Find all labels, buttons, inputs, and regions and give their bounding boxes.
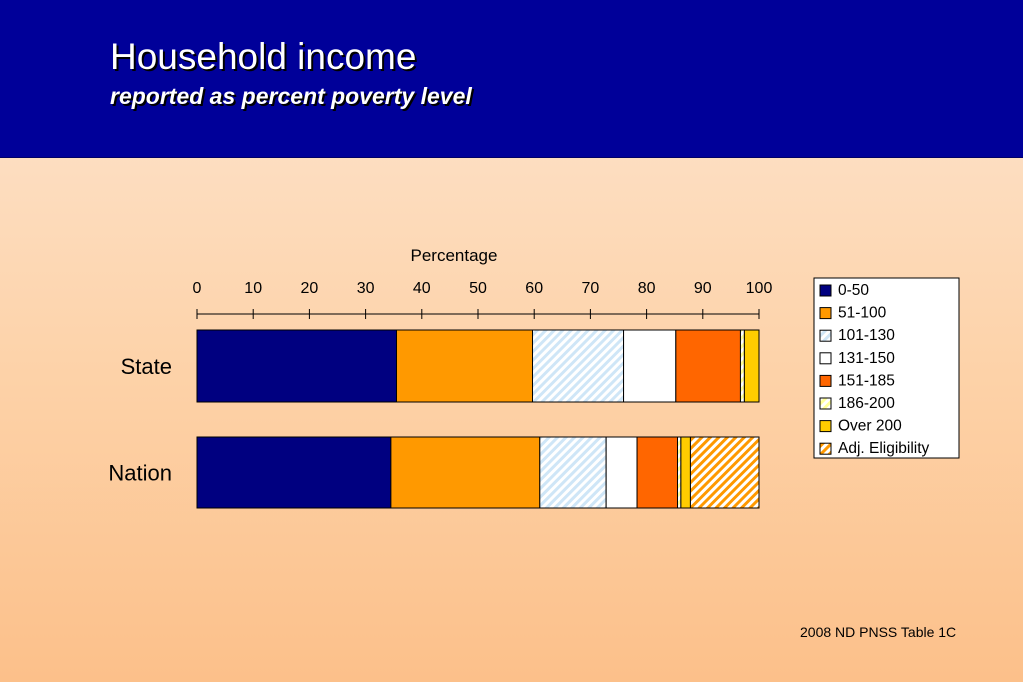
legend-swatch-adj-eligibility <box>819 442 832 455</box>
slide-title: Household income <box>110 36 417 77</box>
legend-label-0-50: 0-50 <box>838 282 869 299</box>
legend-label-151-185: 151-185 <box>838 372 895 389</box>
legend-swatch-0-50 <box>819 284 832 297</box>
bar-state-51-100 <box>396 329 534 403</box>
legend-swatch-51-100 <box>819 307 832 320</box>
category-label-state: State <box>121 354 172 379</box>
x-tick-label: 40 <box>413 280 431 297</box>
x-tick-label: 60 <box>525 280 543 297</box>
bar-nation-over-200 <box>680 436 691 509</box>
legend-label-over-200: Over 200 <box>838 418 902 435</box>
bar-state-over-200 <box>743 329 760 403</box>
title-banner: Household income reported as percent pov… <box>0 0 1023 158</box>
bar-nation-131-150 <box>605 436 638 509</box>
source-footnote: 2008 ND PNSS Table 1C <box>800 624 957 640</box>
x-tick-label: 100 <box>746 280 773 297</box>
legend-swatch-131-150 <box>819 352 832 365</box>
legend: 0-50 51-100 101-130 131-150 151-185 186-200 Ov… <box>813 277 960 459</box>
slide-subtitle: reported as percent poverty level <box>110 83 472 109</box>
bar-nation-101-130 <box>539 436 607 509</box>
x-tick-label: 70 <box>582 280 600 297</box>
bar-state-101-130 <box>532 329 625 403</box>
x-tick-label: 80 <box>638 280 656 297</box>
bar-nation-151-185 <box>636 436 679 509</box>
legend-label-131-150: 131-150 <box>838 350 895 367</box>
legend-box <box>813 277 960 459</box>
legend-label-186-200: 186-200 <box>838 395 895 412</box>
x-tick-label: 90 <box>694 280 712 297</box>
bar-state-131-150 <box>623 329 677 403</box>
bar-nation-adj-eligibility <box>689 436 760 509</box>
x-tick-label: 50 <box>469 280 487 297</box>
bar-state-186-200 <box>739 329 745 403</box>
bar-nation-186-200 <box>677 436 682 509</box>
legend-label-adj-eligibility: Adj. Eligibility <box>838 440 930 457</box>
x-tick-label: 20 <box>301 280 319 297</box>
x-tick-label: 30 <box>357 280 375 297</box>
legend-swatch-186-200 <box>819 397 832 410</box>
legend-swatch-101-130 <box>819 329 832 342</box>
bar-state-151-185 <box>675 329 741 403</box>
bar-nation-51-100 <box>390 436 541 509</box>
bars: State Nation <box>108 329 760 509</box>
legend-swatch-151-185 <box>819 374 832 387</box>
bar-nation-0-50 <box>196 436 392 509</box>
x-axis-title: Percentage <box>411 246 498 265</box>
x-tick-label: 0 <box>193 280 202 297</box>
legend-swatch-over-200 <box>819 420 832 433</box>
x-tick-label: 10 <box>244 280 262 297</box>
bar-state-0-50 <box>196 329 398 403</box>
legend-label-101-130: 101-130 <box>838 327 895 344</box>
x-axis: Percentage 0 10 20 30 40 50 60 70 80 90 100 <box>193 246 773 319</box>
legend-label-51-100: 51-100 <box>838 305 887 322</box>
category-label-nation: Nation <box>108 461 172 486</box>
